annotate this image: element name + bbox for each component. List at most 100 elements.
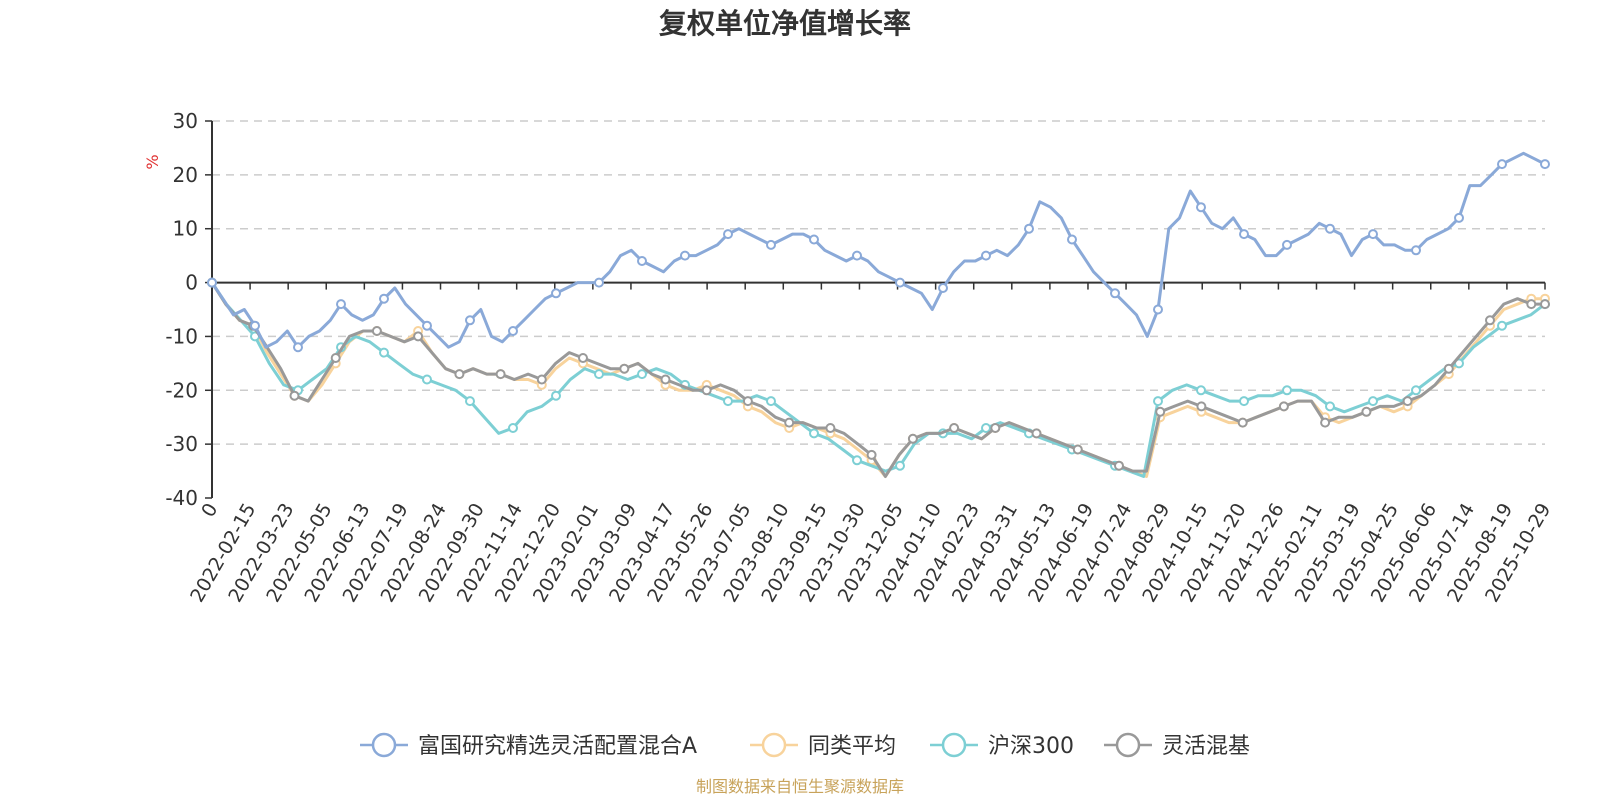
data-point [1497,320,1507,331]
data-point [866,449,877,460]
axes: 3020100-10-20-30-4002022-02-152022-03-23… [165,109,1555,606]
data-point [578,353,588,363]
data-point [852,250,862,261]
y-tick-label: -40 [165,486,198,510]
data-point [619,363,630,374]
data-point [938,283,948,293]
data-point [1485,315,1495,326]
data-point [825,423,836,433]
data-point [293,342,303,353]
data-point [1368,396,1378,407]
data-point [465,396,475,407]
data-point [1540,299,1550,310]
y-tick-label: -30 [165,432,198,456]
data-point [1497,159,1507,170]
data-point [723,396,733,407]
data-point [207,277,217,288]
data-point [1540,159,1550,170]
legend-item[interactable]: 同类平均 [750,732,896,759]
legend-item[interactable]: 沪深300 [930,732,1074,759]
data-point [465,315,475,326]
legend-label: 沪深300 [988,734,1074,759]
y-tick-label: 30 [173,109,198,133]
y-tick-label: 20 [173,163,198,187]
legend-label: 富国研究精选灵活配置混合A [418,734,697,759]
data-point [536,374,547,385]
y-tick-label: 10 [173,217,198,241]
data-point [336,299,346,310]
series-line [210,151,1546,349]
data-point [1411,245,1421,256]
data-point [1411,385,1421,396]
legend-item[interactable]: 富国研究精选灵活配置混合A [360,732,697,759]
data-point [330,353,341,363]
y-tick-label: -10 [165,324,198,348]
data-point [637,256,647,266]
data-point [766,396,776,407]
data-point [250,320,260,331]
legend-item[interactable]: 灵活混基 [1104,732,1250,759]
legend[interactable]: 富国研究精选灵活配置混合A 同类平均 沪深300 灵活混基 [360,732,1250,759]
data-point [1325,223,1335,234]
data-point [1072,444,1083,455]
legend-marker [941,732,967,758]
source-note: 制图数据来自恒生聚源数据库 [696,777,904,796]
data-point [379,347,389,358]
data-point [723,229,733,240]
data-point [809,428,819,439]
data-point [594,277,604,288]
data-point [454,369,465,380]
chart-title: 复权单位净值增长率 [659,7,911,40]
data-point [990,423,1001,433]
data-point [1454,212,1464,223]
data-point [1282,385,1292,396]
data-point [1155,406,1166,417]
data-point [289,390,300,401]
x-tick-label: 0 [197,500,222,521]
data-point [981,423,991,433]
data-point [981,250,991,261]
data-point [1031,428,1042,439]
data-point [742,396,753,407]
data-point [1443,363,1454,374]
data-point [907,433,918,444]
data-point [413,331,424,342]
data-point [551,288,561,299]
data-point [495,369,506,380]
y-axis-unit: % [143,154,162,169]
series-3 [207,277,1550,478]
data-point [784,417,795,428]
data-point [1024,223,1034,234]
data-point [508,326,518,336]
data-point [1239,229,1249,240]
data-point [1282,239,1292,250]
data-point [1526,299,1537,310]
data-point [551,390,561,401]
data-point [1153,396,1163,407]
data-point [594,369,604,380]
data-point [1237,417,1248,428]
data-point [422,374,432,385]
data-point [895,460,905,471]
legend-marker [1115,732,1141,758]
data-point [1114,460,1124,471]
data-point [1196,401,1207,412]
data-point [508,423,518,433]
y-tick-label: -20 [165,378,198,402]
legend-marker [371,732,397,758]
data-point [1196,385,1206,396]
data-point [371,326,382,336]
data-point [1067,234,1077,245]
data-point [1196,202,1206,213]
grid [212,120,1545,445]
legend-marker [761,732,787,758]
data-point [852,455,862,466]
series-0 [207,151,1550,353]
data-point [1325,401,1335,412]
data-point [1239,396,1249,407]
data-point [1320,417,1331,428]
data-point [379,293,389,304]
series-lines [207,151,1550,478]
data-point [895,277,905,288]
